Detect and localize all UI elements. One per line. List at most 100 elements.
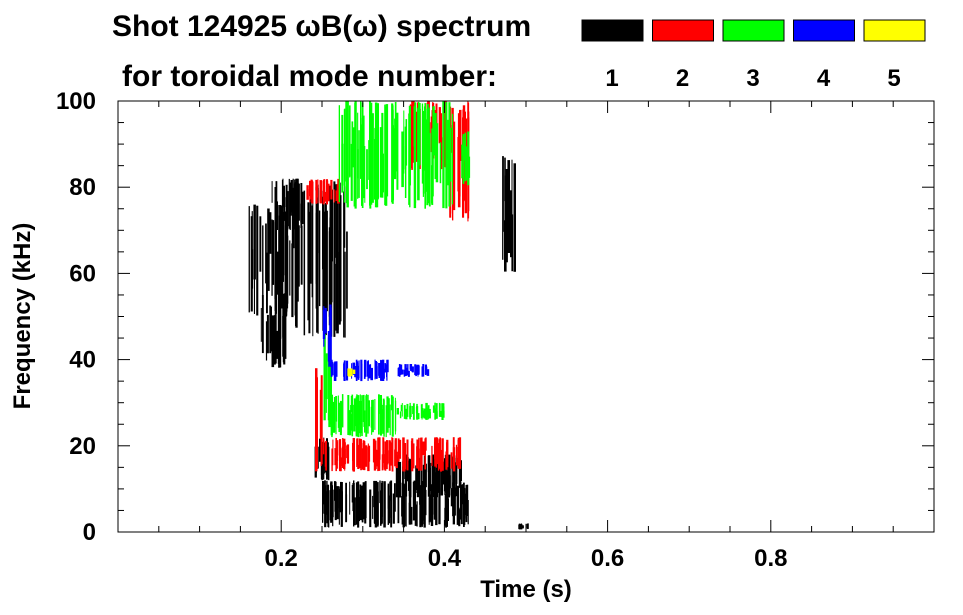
spectrum-feature-mode-3 — [461, 131, 471, 186]
spectrum-streak — [353, 497, 356, 526]
spectrum-streak — [455, 487, 457, 516]
spectrum-streak — [364, 146, 366, 203]
spectrum-streak — [427, 408, 429, 418]
spectrum-streak — [410, 366, 413, 371]
spectrum-streak — [395, 455, 398, 498]
spectrum-streak — [407, 446, 409, 467]
spectrum-streak — [380, 490, 382, 526]
spectrum-streak — [397, 457, 399, 489]
spectrum-streak — [359, 438, 361, 469]
spectrum-streak — [418, 103, 421, 166]
spectrum-streak — [396, 112, 399, 190]
spectrum-streak — [253, 224, 255, 314]
spectrum-streak — [391, 396, 394, 437]
spectrum-streak — [338, 182, 341, 323]
spectrum-streak — [510, 190, 513, 258]
spectrum-streak — [279, 227, 282, 306]
x-tick-label: 0.4 — [428, 545, 462, 572]
spectrum-streak — [436, 403, 438, 419]
spectrum-streak — [424, 123, 426, 169]
spectrum-streak — [388, 440, 391, 471]
spectrum-streak — [337, 178, 339, 190]
spectrum-streak — [400, 364, 403, 375]
spectrum-streak — [350, 414, 353, 431]
spectrum-streak — [413, 106, 415, 147]
spectrum-streak — [361, 448, 364, 470]
spectrum-streak — [324, 191, 328, 202]
spectrum-streak — [356, 491, 359, 524]
spectrum-streak — [416, 446, 419, 468]
spectrum-streak — [316, 379, 318, 425]
spectrum-streak — [335, 398, 337, 435]
spectrum-streak — [425, 463, 427, 488]
spectrum-streak — [376, 122, 379, 208]
spectrum-streak — [326, 180, 328, 202]
spectrum-streak — [399, 411, 402, 419]
spectrum-streak — [373, 480, 375, 508]
spectrum-streak — [520, 525, 523, 530]
y-tick-label: 0 — [83, 519, 96, 546]
spectrum-streak — [414, 364, 417, 376]
spectrum-streak — [364, 410, 366, 433]
spectrum-streak — [386, 360, 388, 381]
spectrum-streak — [354, 366, 357, 378]
spectrum-streak — [377, 491, 379, 525]
spectrum-streak — [333, 189, 335, 203]
spectrum-streak — [405, 408, 408, 420]
spectrum-streak — [419, 485, 422, 528]
spectrum-streak — [326, 438, 328, 480]
chart-title-line2: for toroidal mode number: — [122, 60, 497, 93]
spectrum-streak — [349, 131, 351, 178]
spectrum-streak — [525, 523, 527, 528]
spectrum-streak — [460, 484, 463, 525]
spectrum-streak — [341, 143, 344, 186]
spectrum-streak — [420, 404, 423, 419]
spectrum-streak — [370, 406, 373, 428]
spectrum-feature-mode-3 — [323, 334, 332, 428]
spectrum-streak — [413, 480, 416, 518]
spectrum-streak — [360, 363, 363, 379]
spectrum-streak — [327, 337, 331, 421]
spectrum-streak — [438, 402, 440, 417]
spectrum-streak — [356, 394, 358, 431]
spectrum-streak — [331, 396, 333, 438]
spectrum-streak — [369, 489, 372, 528]
spectrum-streak — [310, 179, 313, 200]
spectrum-streak — [455, 444, 458, 466]
spectrum-streak — [327, 183, 330, 202]
spectrum-streak — [404, 146, 407, 198]
spectrum-streak — [449, 127, 452, 182]
spectrum-streak — [341, 401, 344, 426]
spectrum-streak — [457, 439, 459, 463]
spectrum-streak — [423, 455, 426, 497]
spectrum-streak — [329, 359, 332, 425]
spectrum-streak — [428, 408, 431, 419]
spectrum-streak — [259, 216, 262, 272]
spectrum-streak — [277, 251, 279, 295]
spectrum-streak — [322, 190, 325, 331]
spectrum-streak — [327, 331, 331, 362]
spectrum-streak — [330, 189, 333, 303]
spectrum-streak — [295, 240, 298, 328]
spectrum-streak — [408, 458, 411, 497]
legend-swatch-mode-4 — [793, 19, 855, 42]
spectrum-streak — [375, 440, 377, 466]
spectrum-streak — [430, 484, 434, 526]
spectrum-streak — [445, 451, 448, 470]
spectrum-streak — [420, 498, 423, 526]
spectrum-streak — [441, 403, 443, 414]
spectrum-streak — [370, 102, 373, 205]
spectrum-streak — [283, 197, 286, 221]
spectrum-streak — [444, 454, 447, 493]
spectrum-streak — [404, 454, 408, 497]
spectrum-streak — [414, 102, 417, 203]
spectrum-streak — [367, 394, 369, 434]
spectrum-streak — [386, 396, 389, 433]
spectrum-streak — [303, 190, 306, 336]
spectrum-streak — [324, 442, 326, 474]
spectrum-streak — [322, 481, 324, 514]
x-tick-label: 0.2 — [265, 545, 298, 572]
spectrum-streak — [306, 185, 309, 200]
spectrum-streak — [272, 220, 275, 285]
spectrum-streak — [456, 464, 457, 497]
